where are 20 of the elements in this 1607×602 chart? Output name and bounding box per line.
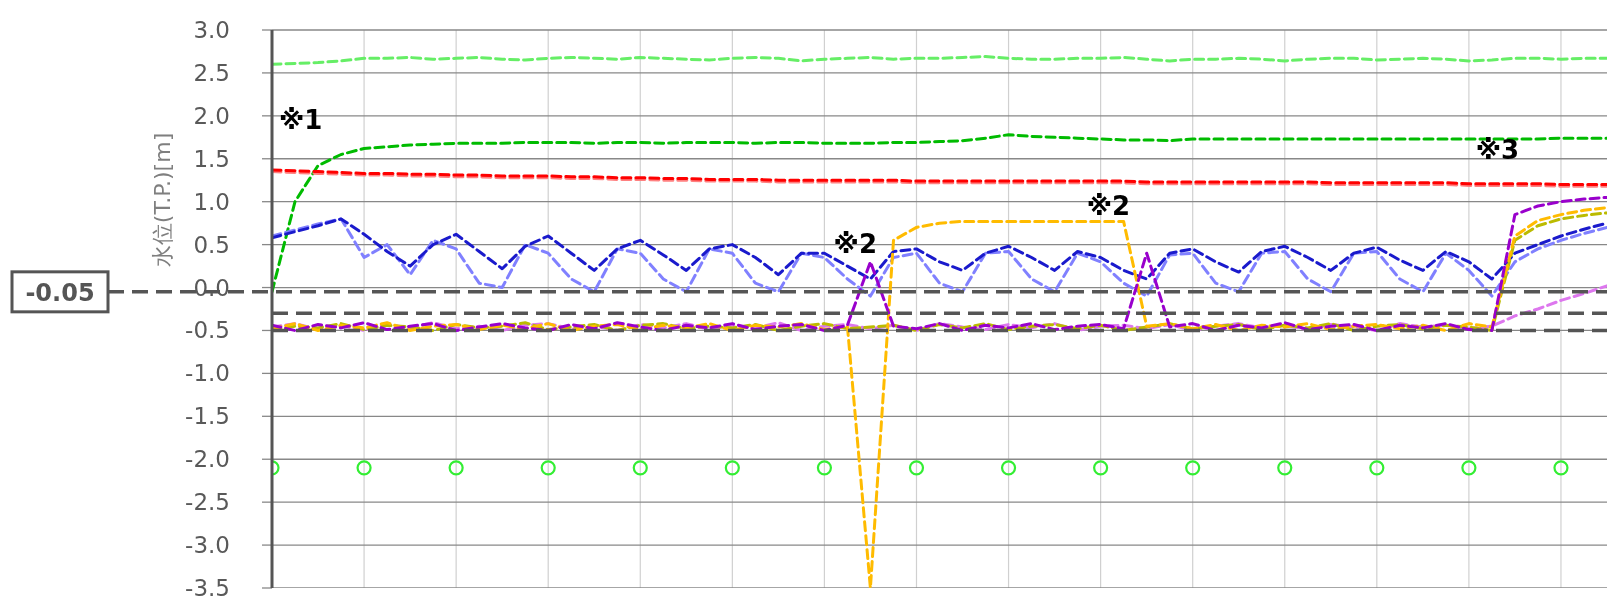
annotation: ※3 (1475, 134, 1520, 165)
annotation: ※2 (833, 229, 877, 260)
y-tick-label: 2.0 (193, 102, 230, 129)
line-series (272, 55, 1607, 66)
y-tick-label: 2.5 (193, 59, 230, 86)
y-tick-label: -0.5 (185, 317, 230, 344)
y-tick-label: -2.0 (185, 446, 230, 473)
annotation: ※1 (278, 104, 323, 135)
y-tick-label: 1.0 (193, 188, 230, 215)
y-tick-label: 1.5 (193, 145, 230, 172)
y-tick-label: 0.5 (193, 231, 230, 258)
annotation: ※2 (1086, 190, 1131, 221)
y-tick-label: -1.0 (185, 360, 230, 387)
y-tick-label: -1.5 (185, 403, 230, 430)
y-axis-title: 水位(T.P.)[m] (150, 132, 175, 268)
y-tick-label: 3.0 (193, 17, 230, 43)
y-tick-label: -3.0 (185, 532, 230, 559)
ref-line-label: -0.05 (25, 278, 95, 307)
y-tick-label: -2.5 (185, 489, 230, 516)
y-tick-label: -3.5 (185, 575, 230, 601)
